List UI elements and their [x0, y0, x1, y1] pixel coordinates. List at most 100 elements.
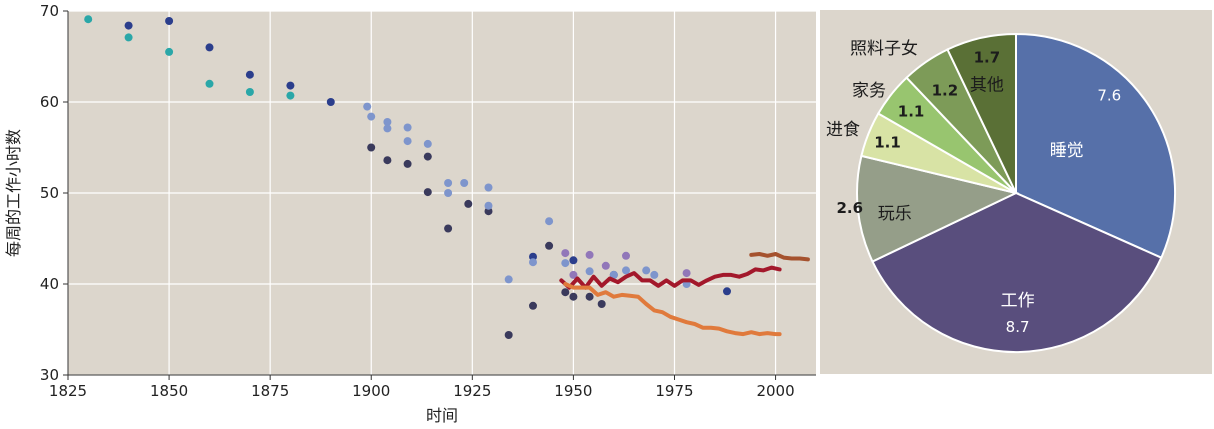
data-point-dark [597, 300, 606, 308]
pie-value-label: 1.7 [974, 48, 1001, 66]
data-point-dark [444, 224, 453, 233]
pie-value-label: 1.1 [874, 134, 901, 152]
data-point-light_blue [363, 102, 372, 111]
data-point-dark [383, 156, 392, 165]
data-point-purple [561, 249, 570, 258]
data-point-dark [423, 152, 432, 161]
data-point-dark [561, 288, 570, 297]
x-tick-label: 1925 [453, 382, 491, 400]
pie-name-label: 进食 [826, 120, 860, 140]
y-tick-label: 70 [40, 2, 59, 20]
data-point-dark [569, 292, 578, 301]
data-point-navy [529, 252, 537, 261]
data-point-dark [367, 143, 376, 152]
axes: 1825 1850 1875 1900 1925 1950 1975 2000 30 40 50 60… [40, 2, 816, 400]
data-point-navy [165, 17, 174, 25]
data-point-light_blue [609, 270, 618, 279]
data-point-navy [326, 98, 335, 106]
data-point-dark [403, 159, 412, 168]
data-point-light_blue [650, 270, 659, 279]
data-point-light_blue [545, 217, 554, 226]
pie-value-label: 1.1 [898, 102, 925, 120]
data-point-light_blue [622, 266, 630, 275]
pie-name-label: 工作 [1001, 291, 1035, 311]
pie-value-label: 2.6 [837, 199, 864, 217]
data-point-light_blue [642, 266, 651, 275]
data-point-navy [205, 43, 214, 52]
data-point-light_blue [383, 124, 392, 133]
pie-value-label: 1.2 [932, 82, 959, 100]
pie-name-label: 睡觉 [1050, 141, 1084, 161]
pie-slice [946, 32, 1017, 194]
data-point-light_blue [403, 137, 412, 146]
data-point-purple [682, 269, 691, 278]
y-tick-label: 50 [40, 184, 59, 202]
x-tick-label: 2000 [756, 382, 794, 400]
pie-name-label: 家务 [852, 81, 886, 101]
x-tick-label: 1950 [554, 382, 592, 400]
data-point-light_blue [585, 267, 594, 276]
data-point-navy [723, 287, 731, 296]
data-point-purple [569, 270, 578, 279]
pie-value-label: 7.6 [1097, 86, 1121, 104]
y-axis-label: 每周的工作小时数 [4, 129, 23, 257]
data-point-dark [585, 292, 594, 301]
y-tick-label: 30 [40, 366, 59, 384]
data-point-teal [165, 47, 174, 56]
y-tick-label: 40 [40, 275, 59, 293]
series-line-orange [563, 282, 782, 337]
pie-labels: 7.6 睡觉 8.7 工作 2.6 玩乐 1.1 进食 1.1 家务 1.2 照料子女 1.7 其他 [826, 39, 1121, 336]
pie-name-label: 玩乐 [878, 204, 912, 224]
data-point-dark [423, 188, 432, 197]
data-point-dark [529, 301, 537, 310]
data-point-light_blue [529, 258, 537, 267]
pie-slices [856, 32, 1176, 354]
data-point-light_blue [444, 179, 453, 187]
data-point-light_blue [423, 139, 432, 148]
pie-slice [856, 154, 1019, 263]
data-point-teal [205, 79, 214, 88]
data-point-light_blue [484, 201, 493, 210]
data-point-dark [545, 241, 554, 250]
work-hours-scatter-chart: 1825 1850 1875 1900 1925 1950 1975 2000 30 40 50 60… [4, 2, 816, 425]
x-tick-label: 1850 [150, 382, 188, 400]
pie-name-label: 照料子女 [850, 39, 918, 59]
data-point-teal [84, 15, 93, 24]
time-use-pie-chart: 7.6 睡觉 8.7 工作 2.6 玩乐 1.1 进食 1.1 家务 1.2 照料子女 1.7 其他 [820, 10, 1212, 374]
pie-name-label: 其他 [970, 75, 1004, 95]
data-point-navy [245, 70, 254, 79]
pie-slice [1015, 32, 1176, 260]
data-point-light_blue [460, 179, 469, 187]
pie-value-label: 8.7 [1006, 318, 1030, 336]
x-axis-label: 时间 [426, 406, 458, 425]
data-point-light_blue [504, 275, 513, 284]
y-tick-label: 60 [40, 93, 59, 111]
data-point-navy [124, 21, 133, 30]
data-point-dark [504, 331, 513, 339]
series-layer [84, 15, 810, 339]
x-tick-label: 1900 [352, 382, 390, 400]
data-point-light_blue [484, 183, 493, 192]
data-point-navy [286, 81, 295, 90]
data-point-purple [585, 250, 594, 259]
pie-slice [871, 191, 1163, 354]
series-line-dark_red [559, 265, 782, 290]
data-point-teal [245, 88, 254, 96]
series-line-brown [749, 252, 810, 262]
x-tick-label: 1825 [49, 382, 87, 400]
data-point-teal [286, 91, 295, 100]
x-tick-label: 1975 [655, 382, 693, 400]
data-point-light_blue [561, 259, 570, 268]
data-point-purple [622, 251, 630, 260]
data-point-dark [484, 207, 493, 216]
data-point-teal [124, 33, 133, 42]
data-point-light_blue [367, 112, 376, 121]
data-point-light_blue [383, 118, 392, 126]
data-point-dark [464, 199, 473, 208]
data-point-light_blue [403, 123, 412, 132]
data-point-light_blue [444, 189, 453, 197]
x-tick-label: 1875 [251, 382, 289, 400]
data-point-navy [569, 256, 578, 265]
data-point-purple [601, 261, 610, 270]
